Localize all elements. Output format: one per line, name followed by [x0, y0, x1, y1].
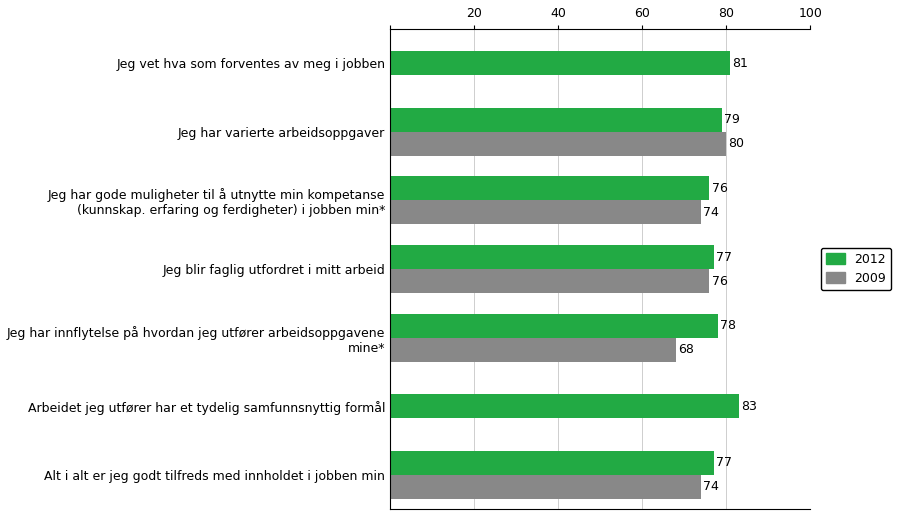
Text: 79: 79 [724, 114, 740, 126]
Bar [390, 245, 714, 269]
Text: 74: 74 [703, 480, 719, 493]
Bar [390, 269, 709, 293]
Bar [390, 451, 714, 475]
Text: 81: 81 [733, 57, 749, 70]
Text: 83: 83 [741, 400, 757, 413]
Text: 78: 78 [720, 319, 736, 332]
Text: 77: 77 [715, 456, 732, 469]
Bar [390, 394, 739, 418]
Bar [390, 337, 676, 362]
Bar [390, 200, 701, 224]
Bar [390, 475, 701, 499]
Text: 68: 68 [678, 343, 694, 356]
Legend: 2012, 2009: 2012, 2009 [821, 248, 891, 290]
Bar [390, 108, 722, 132]
Bar [390, 314, 718, 337]
Text: 80: 80 [728, 137, 744, 150]
Text: 76: 76 [712, 275, 727, 287]
Bar [390, 132, 726, 156]
Text: 77: 77 [715, 250, 732, 264]
Text: 76: 76 [712, 182, 727, 195]
Text: 74: 74 [703, 206, 719, 219]
Bar [390, 176, 709, 200]
Bar [390, 51, 731, 75]
